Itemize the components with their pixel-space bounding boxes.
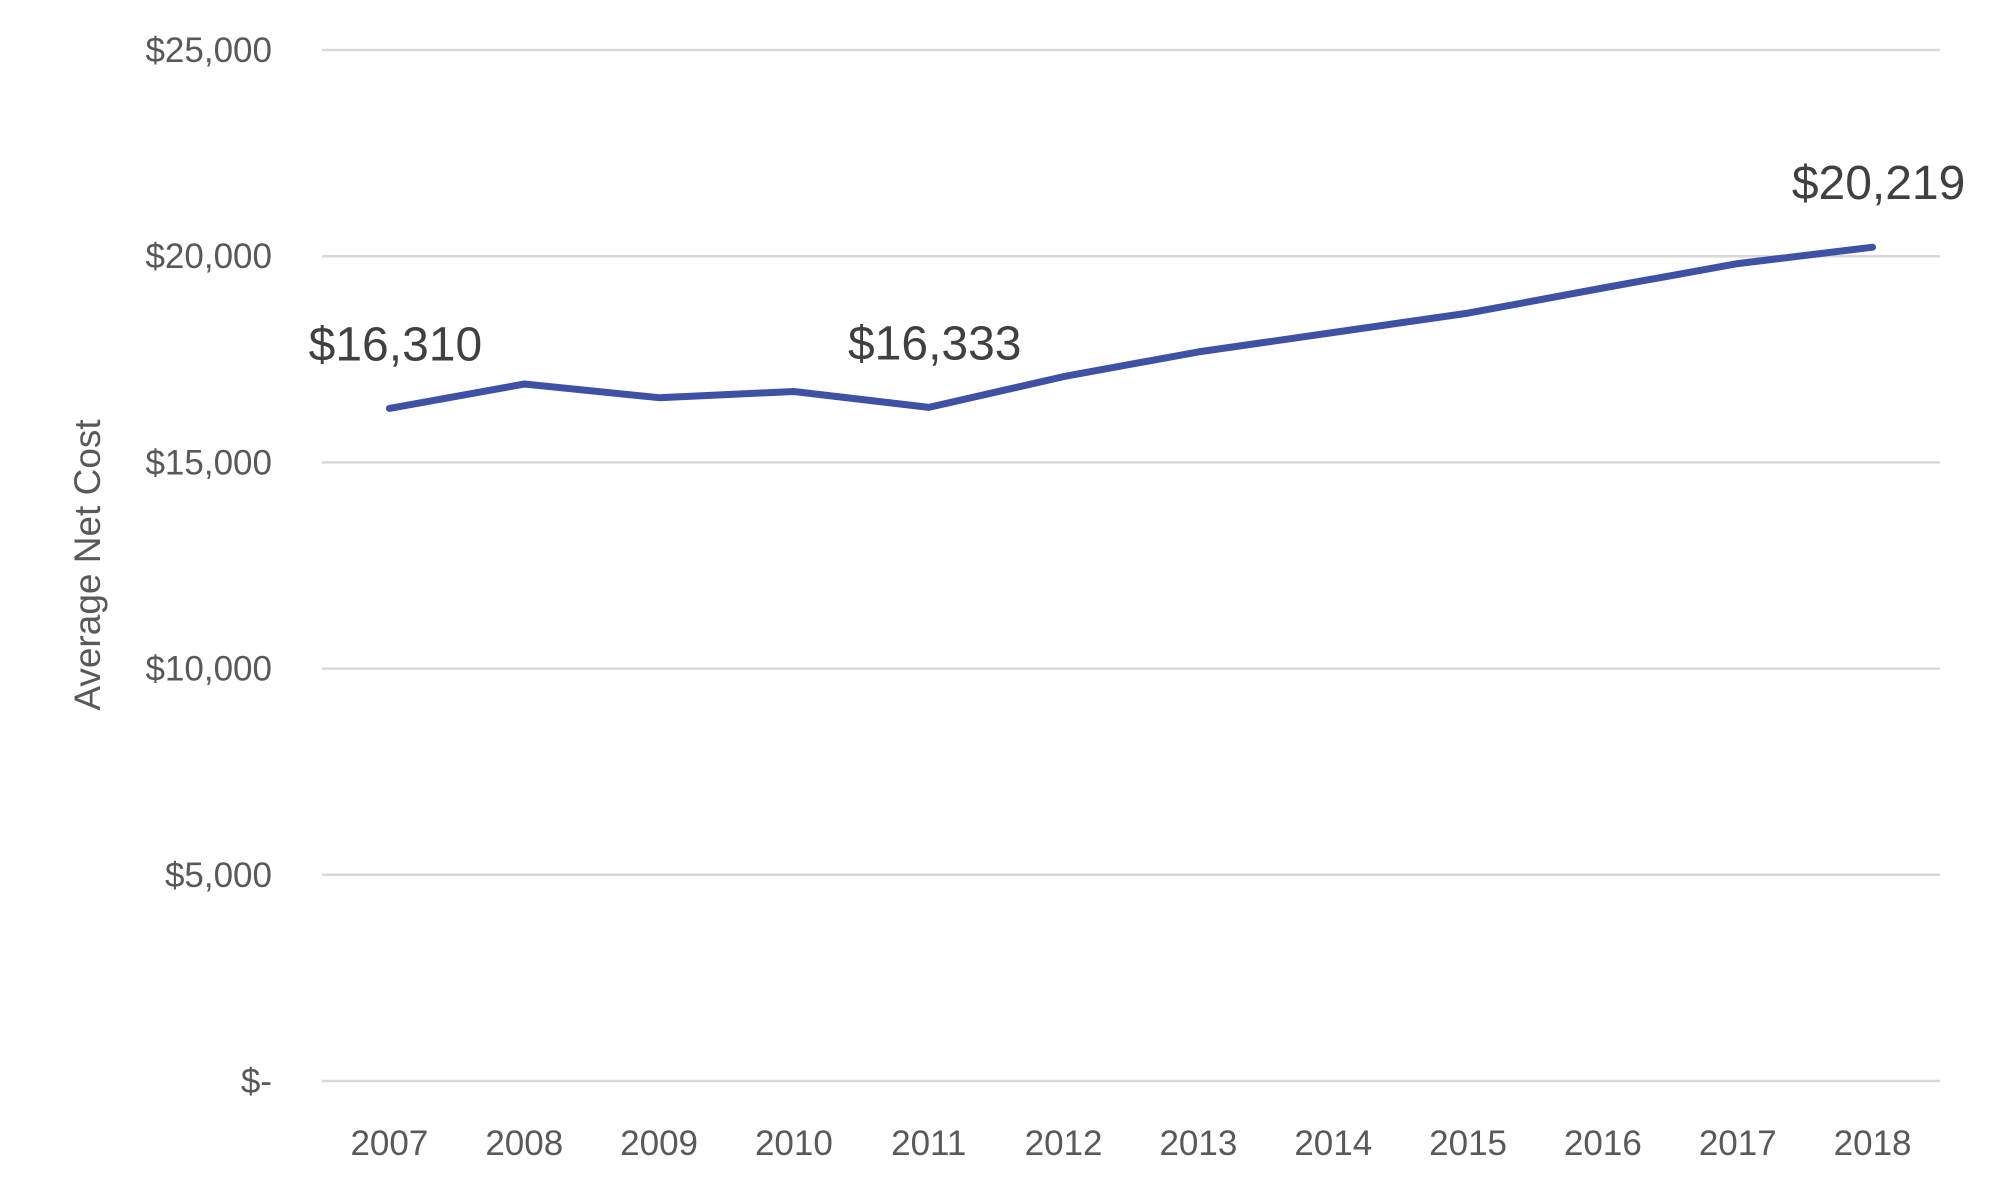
x-tick-label: 2010: [755, 1124, 833, 1163]
y-tick-label: $15,000: [145, 443, 272, 482]
x-tick-label: 2012: [1025, 1124, 1103, 1163]
x-tick-label: 2011: [891, 1124, 966, 1163]
data-labels: $16,310 $16,333 $20,219: [309, 157, 1966, 371]
x-tick-label: 2016: [1564, 1124, 1642, 1163]
x-tick-label: 2008: [485, 1124, 563, 1163]
y-axis-tick-labels: $- $5,000 $10,000 $15,000 $20,000 $25,000: [145, 31, 272, 1101]
y-tick-label: $5,000: [165, 856, 272, 895]
x-tick-label: 2017: [1699, 1124, 1777, 1163]
x-tick-label: 2009: [620, 1124, 698, 1163]
gridlines: [322, 48, 1940, 1083]
y-tick-label: $10,000: [145, 650, 272, 689]
y-tick-label: $-: [241, 1062, 272, 1101]
x-tick-label: 2015: [1429, 1124, 1507, 1163]
series-group: [385, 243, 1877, 412]
y-axis-title: Average Net Cost: [67, 419, 108, 711]
x-axis-tick-labels: 2007 2008 2009 2010 2011 2012 2013 2014 2015 2016…: [350, 1124, 1911, 1163]
series-line: [385, 243, 1877, 412]
x-tick-label: 2007: [350, 1124, 428, 1163]
data-label: $20,219: [1792, 157, 1966, 210]
y-tick-label: $20,000: [145, 237, 272, 276]
x-tick-label: 2013: [1159, 1124, 1237, 1163]
x-tick-label: 2014: [1294, 1124, 1372, 1163]
x-tick-label: 2018: [1834, 1124, 1912, 1163]
y-tick-label: $25,000: [145, 31, 272, 70]
data-label: $16,333: [848, 317, 1022, 370]
data-label: $16,310: [309, 318, 483, 371]
